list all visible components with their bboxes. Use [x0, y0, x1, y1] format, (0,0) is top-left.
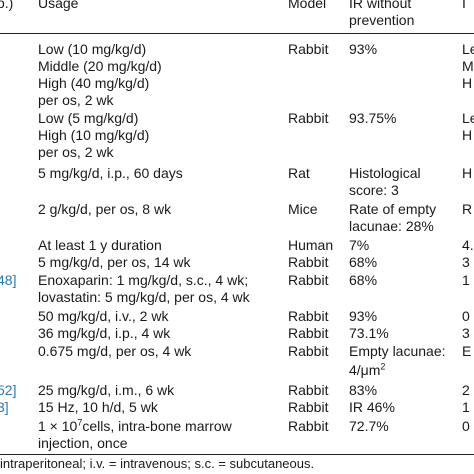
- model-cell: Mice: [288, 201, 318, 217]
- usage-cell: 25 mg/kg/d, i.m., 6 wk: [38, 382, 175, 398]
- last-cell: 3: [462, 254, 470, 270]
- last-cell: Le: [462, 41, 474, 57]
- usage-text: 1 × 10: [38, 418, 78, 434]
- usage-text: cells, intra-bone marrow: [82, 418, 232, 434]
- usage-cell: per os, 2 wk: [38, 92, 114, 108]
- superscript: 2: [380, 361, 386, 372]
- ir-cell: lacunae: 28%: [349, 218, 434, 234]
- last-cell: 3: [462, 325, 470, 341]
- header-last-col: I: [462, 0, 466, 11]
- usage-cell: 50 mg/kg/d, i.v., 2 wk: [38, 308, 169, 324]
- ir-cell: 68%: [349, 254, 378, 270]
- model-cell: Rabbit: [288, 110, 329, 126]
- model-cell: Rabbit: [288, 308, 329, 324]
- usage-cell: injection, once: [38, 435, 128, 451]
- last-cell: 2: [462, 382, 470, 398]
- usage-cell: At least 1 y duration: [38, 237, 162, 253]
- last-cell: 1: [462, 272, 470, 288]
- header-ir-line1: IR without: [349, 0, 412, 11]
- usage-cell: 15 Hz, 10 h/d, 5 wk: [38, 399, 158, 415]
- usage-cell: Middle (20 mg/kg/d): [38, 58, 162, 74]
- usage-cell: High (40 mg/kg/d): [38, 75, 150, 91]
- last-cell: 4.: [462, 237, 474, 253]
- model-cell: Rat: [288, 165, 310, 181]
- model-cell: Rabbit: [288, 343, 329, 359]
- ir-cell: 73.1%: [349, 325, 389, 341]
- usage-cell: Enoxaparin: 1 mg/kg/d, s.c., 4 wk;: [38, 272, 249, 288]
- usage-cell: 36 mg/kg/d, i.p., 4 wk: [38, 325, 171, 341]
- reference-link[interactable]: 48]: [0, 272, 17, 288]
- model-cell: Rabbit: [288, 254, 329, 270]
- model-cell: Rabbit: [288, 272, 329, 288]
- last-cell: 1: [462, 399, 470, 415]
- last-cell: 0: [462, 418, 470, 434]
- usage-cell: 5 mg/kg/d, i.p., 60 days: [38, 165, 183, 181]
- ir-cell: 83%: [349, 382, 378, 398]
- last-cell: M: [462, 58, 474, 74]
- ir-cell: 72.7%: [349, 418, 389, 434]
- ir-cell: score: 3: [349, 182, 399, 198]
- table-bottom-divider: [0, 454, 474, 455]
- last-cell: H: [462, 127, 473, 143]
- ir-cell: Rate of empty: [349, 201, 437, 217]
- last-cell: Le: [462, 110, 474, 126]
- ir-cell: 4/μm2: [349, 362, 385, 379]
- last-cell: R: [462, 201, 473, 217]
- usage-cell: 2 g/kg/d, per os, 8 wk: [38, 201, 172, 217]
- reference-link[interactable]: 3]: [0, 399, 9, 415]
- ir-cell: Histological: [349, 165, 421, 181]
- usage-cell: High (10 mg/kg/d): [38, 127, 150, 143]
- footnote: intraperitoneal; i.v. = intravenous; s.c…: [0, 456, 315, 471]
- header-usage: Usage: [38, 0, 79, 11]
- last-cell: E: [462, 343, 472, 359]
- last-cell: H: [462, 165, 473, 181]
- usage-cell: Low (5 mg/kg/d): [38, 110, 139, 126]
- ir-cell: 93.75%: [349, 110, 397, 126]
- header-ref-col: o.): [0, 0, 14, 11]
- usage-cell: per os, 2 wk: [38, 144, 114, 160]
- model-cell: Human: [288, 237, 334, 253]
- header-divider: [0, 33, 474, 34]
- usage-cell: lovastatin: 5 mg/kg/d, per os, 4 wk: [38, 289, 250, 305]
- usage-cell: 1 × 107cells, intra-bone marrow: [38, 418, 232, 435]
- header-model: Model: [288, 0, 327, 11]
- usage-cell: Low (10 mg/kg/d): [38, 41, 147, 57]
- model-cell: Rabbit: [288, 41, 329, 57]
- ir-cell: 93%: [349, 308, 378, 324]
- model-cell: Rabbit: [288, 325, 329, 341]
- ir-cell: Empty lacunae:: [349, 343, 446, 359]
- ir-cell: 93%: [349, 41, 378, 57]
- superscript: 7: [77, 417, 83, 428]
- last-cell: H: [462, 75, 473, 91]
- ir-cell: IR 46%: [349, 399, 395, 415]
- model-cell: Rabbit: [288, 418, 329, 434]
- last-cell: 0: [462, 308, 470, 324]
- header-ir-line2: prevention: [349, 12, 415, 28]
- model-cell: Rabbit: [288, 399, 329, 415]
- ir-value: 4/μm: [349, 362, 381, 378]
- ir-cell: 68%: [349, 272, 378, 288]
- reference-link[interactable]: 52]: [0, 382, 17, 398]
- usage-cell: 5 mg/kg/d, per os, 14 wk: [38, 254, 191, 270]
- ir-cell: 7%: [349, 237, 370, 253]
- usage-cell: 0.675 mg/d, per os, 4 wk: [38, 343, 192, 359]
- model-cell: Rabbit: [288, 382, 329, 398]
